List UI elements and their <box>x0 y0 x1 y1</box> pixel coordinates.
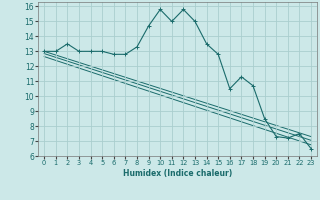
X-axis label: Humidex (Indice chaleur): Humidex (Indice chaleur) <box>123 169 232 178</box>
